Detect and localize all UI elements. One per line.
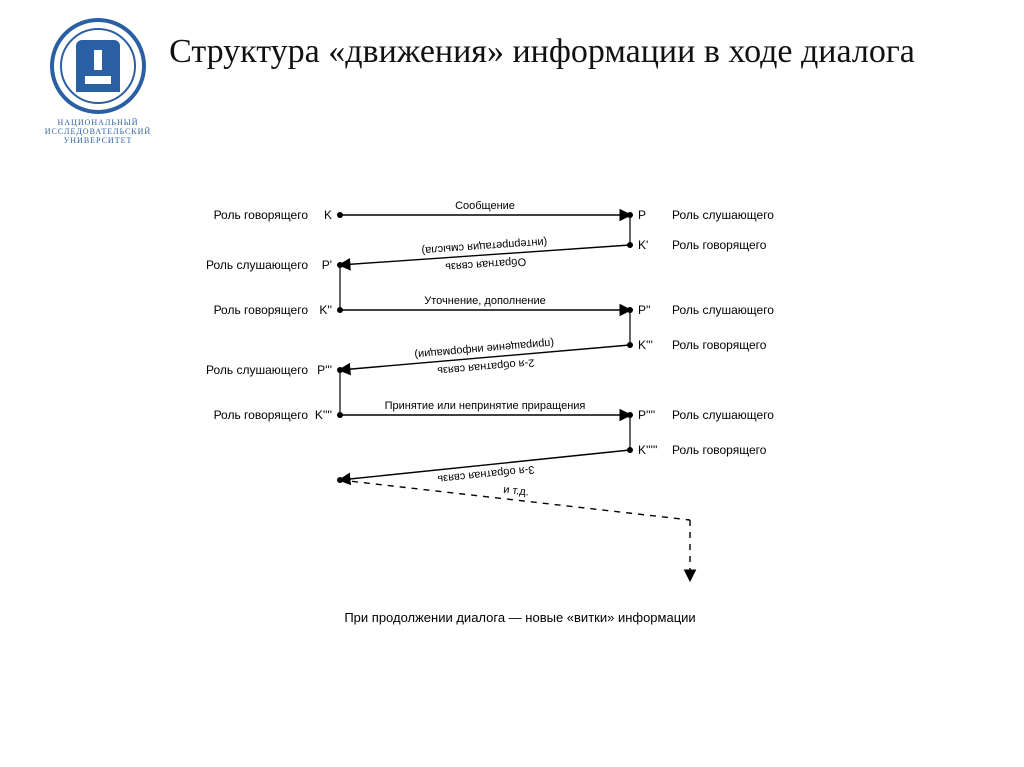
logo-subtitle: НАЦИОНАЛЬНЫЙ ИССЛЕДОВАТЕЛЬСКИЙ УНИВЕРСИТ… [28,118,168,145]
node-marker-Kp5: K''''' [638,443,657,457]
node-marker-Kp1: K' [638,238,648,252]
svg-text:Принятие или непринятие приращ: Принятие или непринятие приращения [385,400,586,412]
role-label-Kp2: Роль говорящего [214,303,308,317]
role-label-Kp5: Роль говорящего [672,443,766,457]
role-label-P: Роль слушающего [672,208,774,222]
svg-text:Сообщение: Сообщение [455,200,515,212]
role-label-Pp1: Роль слушающего [206,258,308,272]
role-label-Kp3: Роль говорящего [672,338,766,352]
node-marker-Kp2: K'' [319,303,332,317]
diagram-caption: При продолжении диалога — новые «витки» … [170,610,870,625]
role-label-K: Роль говорящего [214,208,308,222]
svg-text:3-я обратная связь: 3-я обратная связь [437,463,535,485]
slide-title: Структура «движения» информации в ходе д… [100,30,984,74]
node-marker-Kp4: K'''' [315,408,332,422]
role-label-Kp4: Роль говорящего [214,408,308,422]
svg-text:Обратная связь: Обратная связь [445,255,527,273]
role-label-Pp3: Роль слушающего [206,363,308,377]
role-label-Pp4: Роль слушающего [672,408,774,422]
node-marker-P: P [638,208,646,222]
node-marker-K: K [324,208,332,222]
svg-text:(интерпретация смысла): (интерпретация смысла) [421,236,548,257]
node-marker-Pp4: P'''' [638,408,655,422]
role-label-Kp1: Роль говорящего [672,238,766,252]
node-marker-Kp3: K''' [638,338,653,352]
svg-text:2-я обратная связь: 2-я обратная связь [436,356,534,376]
node-marker-Pp1: P' [322,258,332,272]
node-marker-Pp2: P'' [638,303,651,317]
node-marker-Pp3: P''' [317,363,332,377]
role-label-Pp2: Роль слушающего [672,303,774,317]
svg-text:Уточнение, дополнение: Уточнение, дополнение [424,295,545,307]
svg-text:и т.д.: и т.д. [503,484,530,499]
dialog-structure-diagram: Сообщение Обратная связь(интерпретация см… [170,200,870,660]
